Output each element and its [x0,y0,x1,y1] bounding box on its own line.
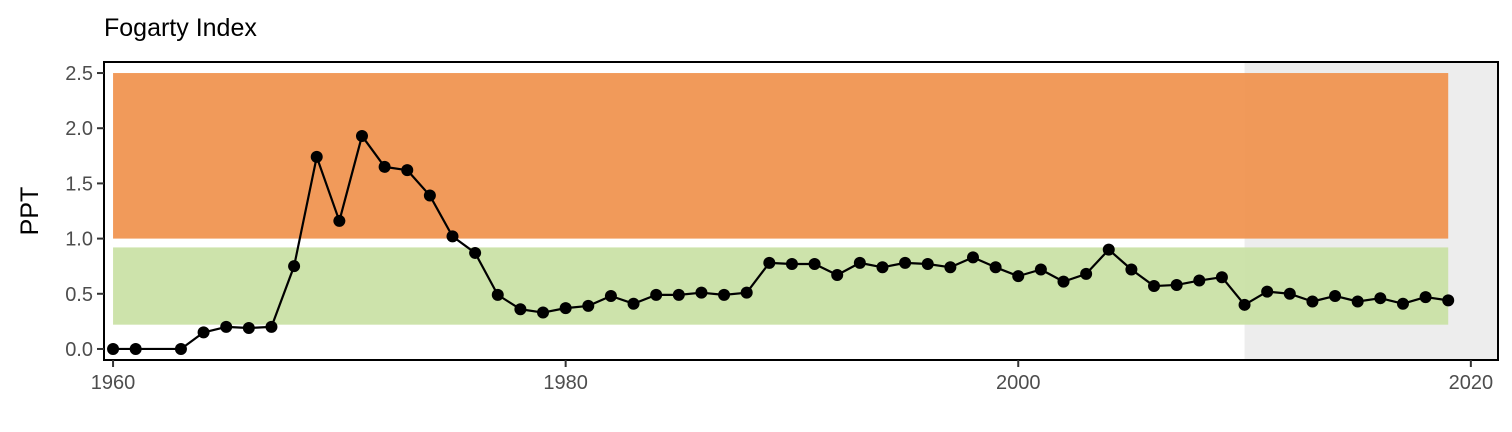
data-point [107,342,120,355]
data-point [1261,285,1274,298]
data-point [559,302,572,315]
data-point [650,288,663,301]
data-point [582,299,595,312]
x-tick-label: 1980 [543,372,588,394]
data-point [310,150,323,163]
data-point [1442,294,1455,307]
data-point [1102,243,1115,256]
data-point [989,261,1002,274]
data-point [1374,292,1387,305]
data-point [220,320,233,333]
data-point [514,303,527,316]
data-point [469,246,482,259]
data-point [1419,291,1432,304]
data-point [604,289,617,302]
data-point [491,288,504,301]
data-point [785,257,798,270]
plot-panel-border [103,61,1499,361]
x-tick-label: 2000 [996,372,1041,394]
band-lower [113,247,1449,325]
data-point [1283,287,1296,300]
y-tick-label: 2.5 [65,63,93,85]
data-point [740,286,753,299]
data-point [355,129,368,142]
data-point [966,251,979,264]
data-point [197,326,210,339]
data-point [1125,263,1138,276]
data-point [1329,289,1342,302]
data-point [537,306,550,319]
data-point [944,261,957,274]
data-point [1238,298,1251,311]
data-point [876,261,889,274]
y-tick-label: 0.0 [65,339,93,361]
data-point [627,297,640,310]
data-point [242,321,255,334]
data-point [763,256,776,269]
y-tick-label: 1.5 [65,173,93,195]
x-tick-label: 1960 [91,372,136,394]
x-tick-label: 2020 [1449,372,1494,394]
data-point [129,342,142,355]
data-point [401,164,414,177]
y-tick-label: 0.5 [65,284,93,306]
data-point [1170,278,1183,291]
y-axis-title: PPT [16,187,44,236]
data-point [288,260,301,273]
data-point [333,214,346,227]
y-tick-label: 1.0 [65,229,93,251]
data-point [1148,280,1161,293]
data-point [1193,274,1206,287]
data-point [446,230,459,243]
data-point [1215,271,1228,284]
data-point [1306,295,1319,308]
data-point [853,256,866,269]
data-point [831,269,844,282]
data-point [378,160,391,173]
data-point [921,257,934,270]
data-point [899,256,912,269]
data-point [672,288,685,301]
data-point [718,288,731,301]
data-point [808,257,821,270]
data-point [174,342,187,355]
data-point [1057,275,1070,288]
data-point [695,286,708,299]
data-point [1034,263,1047,276]
data-point [1351,295,1364,308]
y-tick-label: 2.0 [65,118,93,140]
data-point [1080,267,1093,280]
data-point [1012,270,1025,283]
data-point [1396,297,1409,310]
chart-title: Fogarty Index [104,14,257,42]
data-point [423,189,436,202]
data-point [265,320,278,333]
